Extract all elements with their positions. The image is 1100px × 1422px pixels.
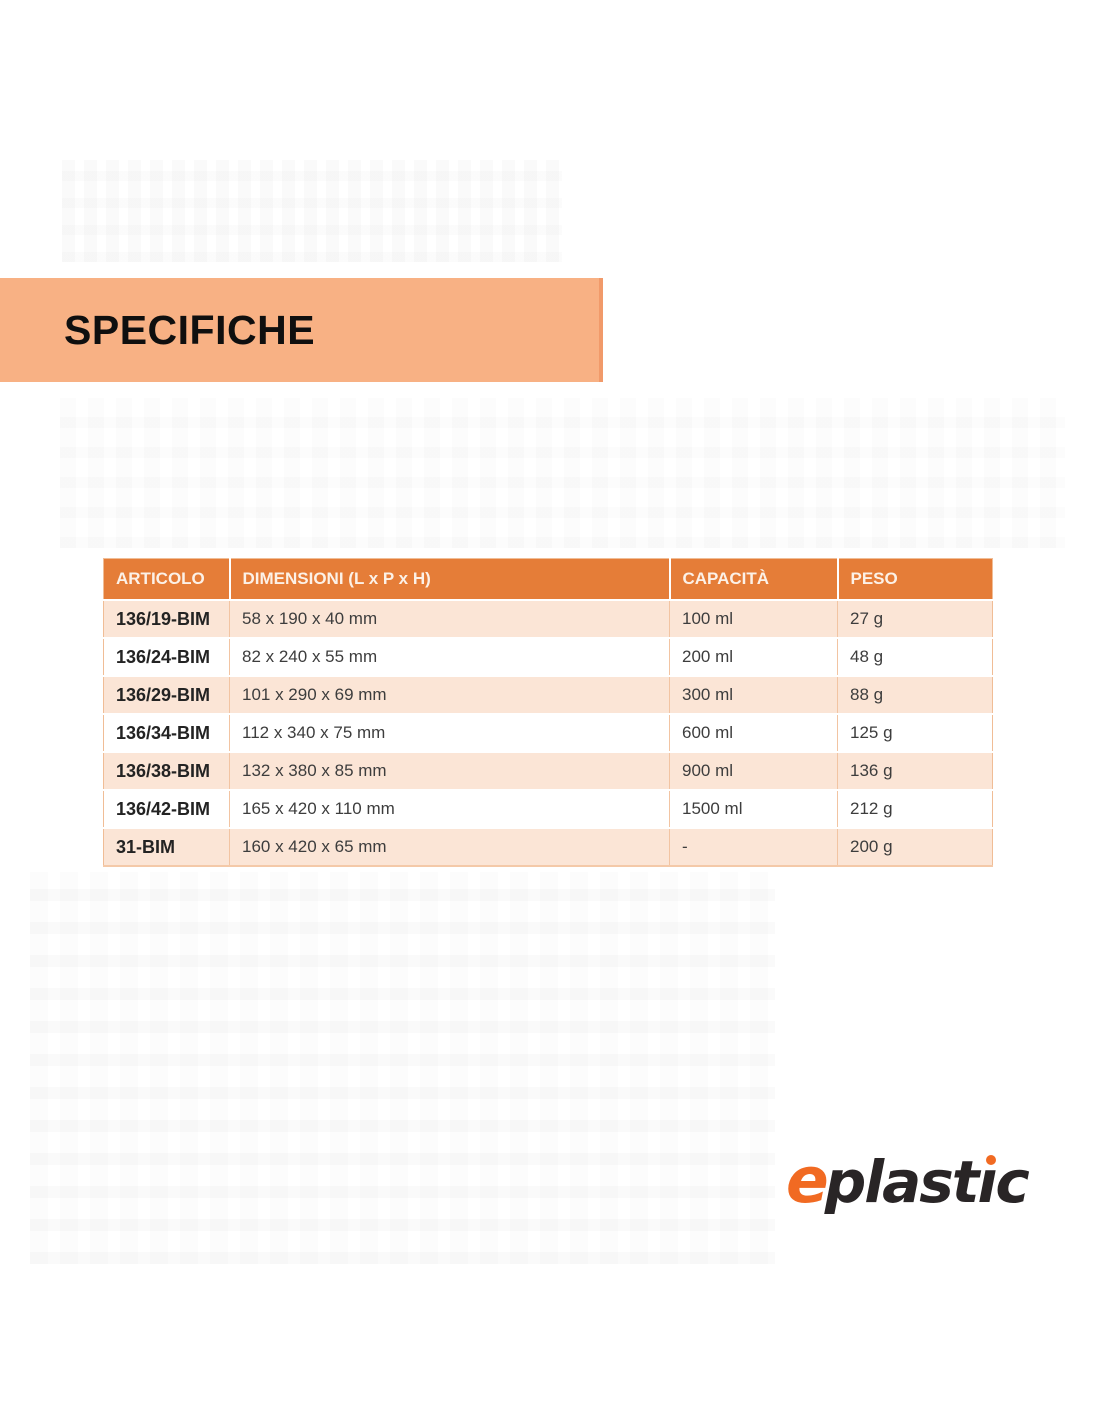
cell-dimensioni: 112 x 340 x 75 mm	[229, 714, 670, 753]
table-row: 136/19-BIM 58 x 190 x 40 mm 100 ml 27 g	[103, 600, 993, 639]
cell-articolo: 136/29-BIM	[103, 676, 230, 715]
cell-peso: 212 g	[837, 790, 993, 829]
page-title: SPECIFICHE	[64, 306, 316, 353]
logo-text-c: c	[995, 1148, 1029, 1216]
logo-text-plast: plast	[824, 1148, 980, 1216]
ghost-artifact-top	[62, 160, 562, 262]
cell-capacita: 900 ml	[669, 752, 838, 791]
ghost-artifact-bottom	[30, 872, 775, 1264]
column-header-articolo: ARTICOLO	[103, 558, 231, 601]
logo-dotless-i: ı	[977, 1148, 998, 1216]
table-row: 136/34-BIM 112 x 340 x 75 mm 600 ml 125 …	[103, 714, 993, 753]
logo-i-dot-icon	[985, 1155, 996, 1165]
cell-capacita: 200 ml	[669, 638, 838, 677]
cell-dimensioni: 165 x 420 x 110 mm	[229, 790, 670, 829]
table-row: 136/24-BIM 82 x 240 x 55 mm 200 ml 48 g	[103, 638, 993, 677]
cell-peso: 136 g	[837, 752, 993, 791]
cell-dimensioni: 58 x 190 x 40 mm	[229, 600, 670, 639]
column-header-dimensioni: DIMENSIONI (L x P x H)	[229, 558, 671, 601]
table-row: 136/29-BIM 101 x 290 x 69 mm 300 ml 88 g	[103, 676, 993, 715]
column-header-capacita: CAPACITÀ	[669, 558, 839, 601]
cell-dimensioni: 101 x 290 x 69 mm	[229, 676, 670, 715]
column-header-peso: PESO	[837, 558, 993, 601]
cell-peso: 48 g	[837, 638, 993, 677]
cell-capacita: 1500 ml	[669, 790, 838, 829]
cell-dimensioni: 132 x 380 x 85 mm	[229, 752, 670, 791]
cell-peso: 200 g	[837, 828, 993, 867]
cell-peso: 88 g	[837, 676, 993, 715]
cell-capacita: 100 ml	[669, 600, 838, 639]
table-row: 136/38-BIM 132 x 380 x 85 mm 900 ml 136 …	[103, 752, 993, 791]
logo-wordmark: plastı c	[824, 1148, 1030, 1216]
cell-dimensioni: 160 x 420 x 65 mm	[229, 828, 670, 867]
cell-articolo: 136/42-BIM	[103, 790, 230, 829]
cell-articolo: 136/34-BIM	[103, 714, 230, 753]
cell-peso: 125 g	[837, 714, 993, 753]
table-row: 31-BIM 160 x 420 x 65 mm - 200 g	[103, 828, 993, 867]
cell-capacita: 600 ml	[669, 714, 838, 753]
brand-logo-eplastic: eplastı c	[786, 1144, 1030, 1217]
cell-peso: 27 g	[837, 600, 993, 639]
logo-letter-e: e	[786, 1144, 829, 1217]
logo-letter-i: ı	[977, 1148, 998, 1216]
cell-articolo: 31-BIM	[103, 828, 230, 867]
cell-capacita: 300 ml	[669, 676, 838, 715]
table-row: 136/42-BIM 165 x 420 x 110 mm 1500 ml 21…	[103, 790, 993, 829]
cell-articolo: 136/19-BIM	[103, 600, 230, 639]
spec-table: ARTICOLO DIMENSIONI (L x P x H) CAPACITÀ…	[103, 558, 993, 867]
table-header-row: ARTICOLO DIMENSIONI (L x P x H) CAPACITÀ…	[103, 558, 993, 601]
cell-articolo: 136/24-BIM	[103, 638, 230, 677]
cell-capacita: -	[669, 828, 838, 867]
cell-articolo: 136/38-BIM	[103, 752, 230, 791]
ghost-artifact-middle	[60, 398, 1065, 548]
title-banner: SPECIFICHE	[0, 278, 603, 382]
cell-dimensioni: 82 x 240 x 55 mm	[229, 638, 670, 677]
